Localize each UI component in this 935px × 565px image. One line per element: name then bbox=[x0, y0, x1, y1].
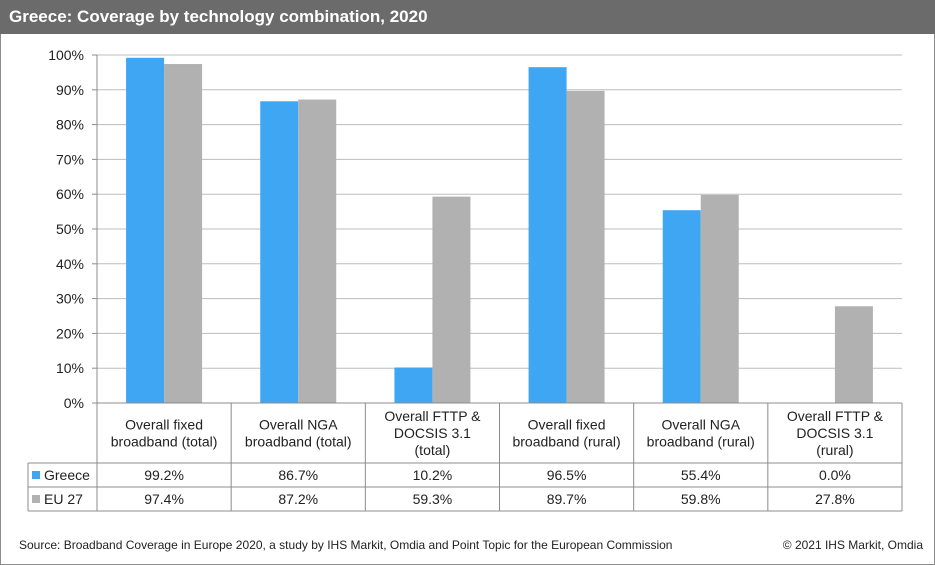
y-tick-label: 40% bbox=[56, 256, 84, 272]
y-tick-label: 30% bbox=[56, 291, 84, 307]
legend-key-eu27 bbox=[32, 495, 40, 503]
chart-title: Greece: Coverage by technology combinati… bbox=[9, 7, 428, 26]
y-tick-label: 60% bbox=[56, 186, 84, 202]
data-label: 55.4% bbox=[681, 467, 721, 483]
category-label: Overall NGA bbox=[259, 417, 338, 433]
category-label: Overall fixed bbox=[125, 417, 203, 433]
category-label: Overall NGA bbox=[661, 417, 740, 433]
bar-greece bbox=[394, 367, 433, 403]
legend-label: Greece bbox=[44, 467, 90, 483]
data-label: 27.8% bbox=[815, 491, 855, 507]
bar-eu27 bbox=[834, 306, 873, 403]
legend-key-greece bbox=[32, 471, 40, 479]
data-label: 86.7% bbox=[278, 467, 318, 483]
data-label: 59.3% bbox=[413, 491, 453, 507]
y-tick-label: 70% bbox=[56, 151, 84, 167]
data-label: 97.4% bbox=[144, 491, 184, 507]
title-bar: Greece: Coverage by technology combinati… bbox=[0, 0, 935, 34]
y-tick-label: 100% bbox=[48, 47, 84, 63]
category-label: broadband (rural) bbox=[512, 434, 620, 450]
category-label: DOCSIS 3.1 bbox=[394, 425, 471, 441]
category-label: broadband (total) bbox=[111, 434, 218, 450]
bar-greece bbox=[260, 101, 299, 403]
y-tick-label: 20% bbox=[56, 325, 84, 341]
bar-greece bbox=[126, 57, 165, 404]
y-tick-label: 10% bbox=[56, 360, 84, 376]
bar-eu27 bbox=[432, 196, 471, 403]
bar-greece bbox=[528, 67, 567, 404]
data-label: 10.2% bbox=[413, 467, 453, 483]
data-label: 89.7% bbox=[547, 491, 587, 507]
data-label: 87.2% bbox=[278, 491, 318, 507]
bar-greece bbox=[662, 210, 701, 403]
category-label: broadband (total) bbox=[245, 434, 352, 450]
legend-label: EU 27 bbox=[44, 491, 83, 507]
y-tick-label: 0% bbox=[64, 395, 84, 411]
bar-eu27 bbox=[700, 194, 739, 403]
category-label: broadband (rural) bbox=[647, 434, 755, 450]
category-label: Overall FTTP & bbox=[787, 408, 884, 424]
data-label: 99.2% bbox=[144, 467, 184, 483]
source-note: Source: Broadband Coverage in Europe 202… bbox=[19, 538, 673, 552]
data-label: 59.8% bbox=[681, 491, 721, 507]
y-tick-label: 80% bbox=[56, 117, 84, 133]
y-tick-label: 90% bbox=[56, 82, 84, 98]
data-label: 0.0% bbox=[819, 467, 851, 483]
bar-eu27 bbox=[164, 64, 203, 403]
category-label: (total) bbox=[415, 442, 451, 458]
copyright-note: © 2021 IHS Markit, Omdia bbox=[782, 538, 923, 552]
data-label: 96.5% bbox=[547, 467, 587, 483]
category-label: Overall FTTP & bbox=[384, 408, 481, 424]
bar-eu27 bbox=[298, 99, 337, 403]
category-label: DOCSIS 3.1 bbox=[796, 425, 873, 441]
bar-eu27 bbox=[566, 90, 605, 404]
category-label: Overall fixed bbox=[528, 417, 606, 433]
category-label: (rural) bbox=[816, 442, 853, 458]
y-tick-label: 50% bbox=[56, 221, 84, 237]
